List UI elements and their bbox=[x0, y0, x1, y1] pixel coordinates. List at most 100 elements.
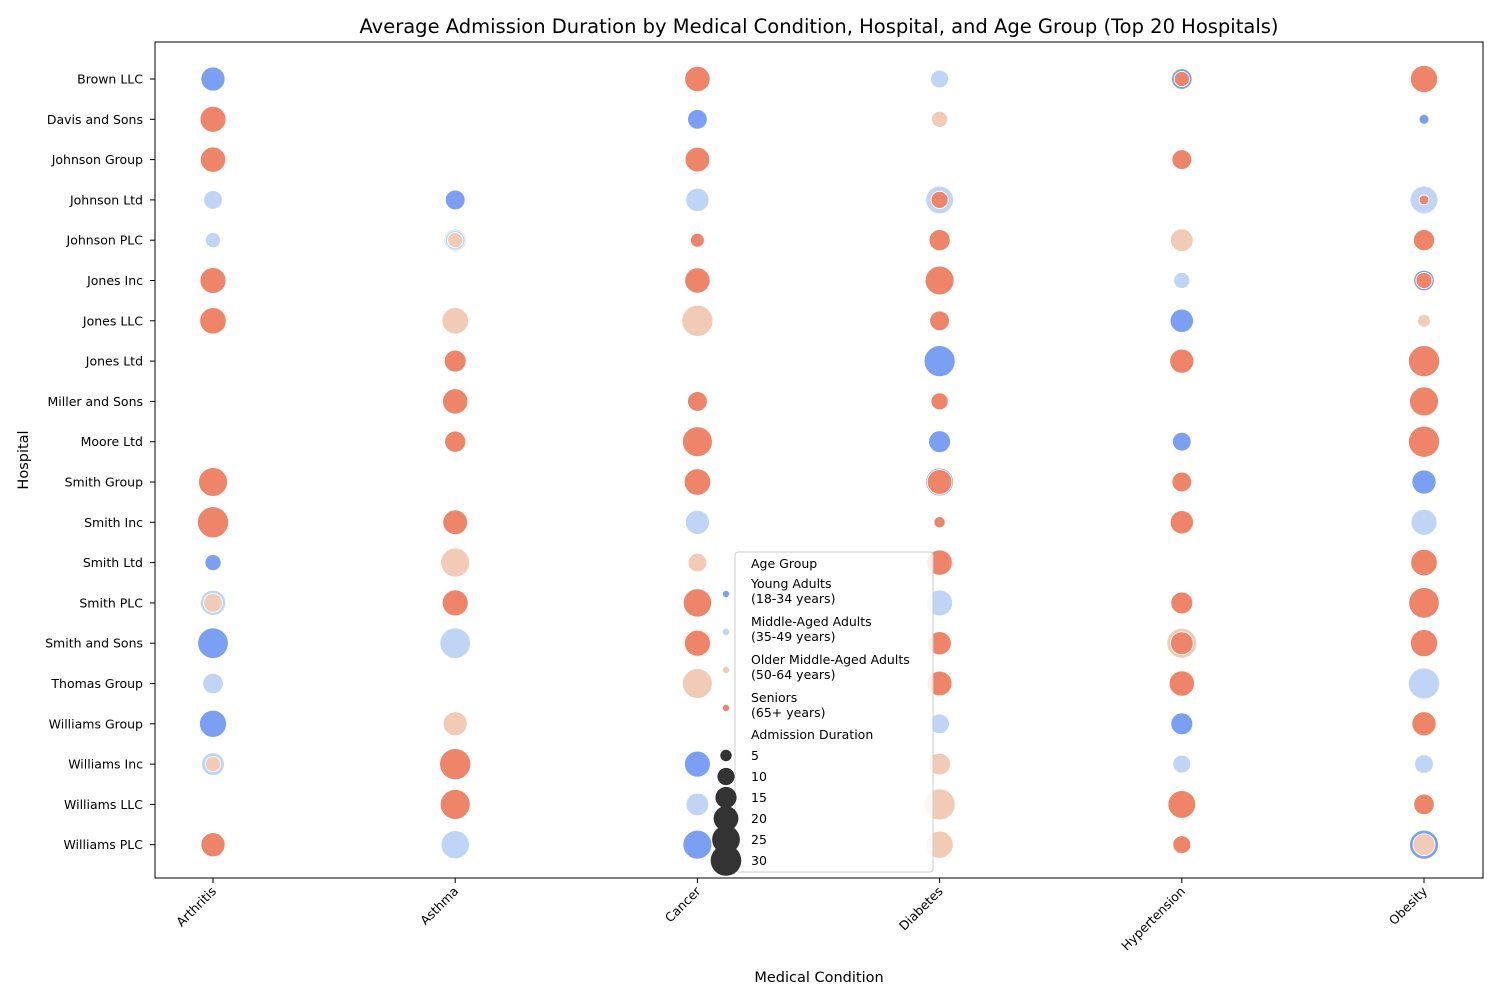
data-point bbox=[1169, 348, 1195, 374]
data-point bbox=[439, 627, 471, 659]
legend-item-label: (65+ years) bbox=[751, 705, 826, 720]
legend-item-label: Older Middle-Aged Adults bbox=[751, 652, 910, 667]
legend-size-label: 30 bbox=[751, 853, 767, 868]
data-point bbox=[685, 187, 710, 213]
data-point bbox=[1418, 113, 1430, 125]
data-point bbox=[689, 232, 705, 248]
data-point bbox=[928, 430, 952, 454]
y-tick-label: Williams LLC bbox=[64, 797, 143, 812]
data-point bbox=[200, 66, 226, 92]
data-point bbox=[1408, 587, 1440, 619]
legend-marker bbox=[722, 628, 730, 636]
x-tick-label: Obesity bbox=[1386, 883, 1431, 928]
legend-size-label: 10 bbox=[751, 769, 767, 784]
y-tick-label: Thomas Group bbox=[50, 676, 143, 691]
legend-item-label: (35-49 years) bbox=[751, 629, 835, 644]
data-point bbox=[930, 69, 950, 89]
legend-marker bbox=[722, 704, 730, 712]
y-tick-label: Davis and Sons bbox=[47, 112, 143, 127]
data-point bbox=[1172, 754, 1192, 774]
legend-size-label: 5 bbox=[751, 748, 759, 763]
data-point bbox=[1412, 833, 1436, 857]
data-point bbox=[439, 788, 471, 820]
legend-marker bbox=[722, 590, 730, 598]
data-point bbox=[1415, 271, 1433, 290]
data-point bbox=[1409, 629, 1439, 658]
data-point bbox=[1169, 631, 1194, 656]
data-point bbox=[924, 265, 955, 296]
data-point bbox=[199, 267, 227, 294]
legend-item-label: (50-64 years) bbox=[751, 667, 835, 682]
data-point bbox=[440, 547, 471, 578]
data-point bbox=[203, 190, 223, 210]
data-point bbox=[684, 267, 711, 294]
y-tick-label: Williams Inc bbox=[68, 757, 143, 772]
legend-item-label: Middle-Aged Adults bbox=[751, 614, 872, 629]
data-point bbox=[1413, 793, 1435, 816]
y-tick-label: Williams PLC bbox=[63, 837, 143, 852]
data-point bbox=[1412, 229, 1436, 252]
data-point bbox=[447, 232, 464, 249]
data-point bbox=[1173, 70, 1190, 88]
data-point bbox=[204, 756, 222, 773]
x-tick-label: Cancer bbox=[662, 883, 704, 925]
data-point bbox=[682, 829, 713, 860]
data-point bbox=[1411, 469, 1437, 495]
data-point bbox=[1407, 667, 1441, 700]
data-point bbox=[196, 506, 230, 539]
data-point bbox=[441, 589, 469, 617]
data-point bbox=[202, 672, 224, 695]
y-axis-ticks: Brown LLC Davis and Sons Johnson Group John… bbox=[45, 72, 155, 852]
legend-size-title: Admission Duration bbox=[751, 727, 873, 742]
data-point bbox=[1169, 510, 1194, 535]
x-tick-label: Diabetes bbox=[896, 884, 946, 934]
legend-item-label: (18-34 years) bbox=[751, 591, 835, 606]
data-point bbox=[199, 307, 227, 335]
data-point bbox=[1171, 431, 1192, 452]
data-point bbox=[687, 108, 708, 130]
data-point bbox=[200, 832, 226, 858]
data-point bbox=[442, 711, 468, 737]
data-point bbox=[1169, 228, 1194, 253]
data-point bbox=[683, 629, 711, 657]
y-tick-label: Smith and Sons bbox=[45, 636, 143, 651]
data-point bbox=[198, 709, 228, 738]
y-tick-label: Williams Group bbox=[49, 716, 143, 731]
y-tick-label: Brown LLC bbox=[77, 72, 143, 87]
y-tick-label: Moore Ltd bbox=[81, 434, 143, 449]
data-point bbox=[1171, 149, 1193, 170]
data-point bbox=[683, 468, 712, 496]
x-axis-ticks: Arthritis Asthma Cancer Diabetes Hypertensio… bbox=[173, 878, 1431, 954]
data-point bbox=[685, 792, 710, 817]
legend-size-marker bbox=[717, 767, 735, 786]
chart-title: Average Admission Duration by Medical Co… bbox=[359, 15, 1278, 38]
y-tick-label: Miller and Sons bbox=[47, 394, 143, 409]
data-point bbox=[199, 105, 227, 133]
data-point bbox=[1407, 425, 1441, 458]
data-point bbox=[930, 392, 949, 411]
data-point bbox=[1170, 591, 1194, 615]
legend-size-label: 20 bbox=[751, 811, 767, 826]
data-point bbox=[444, 189, 466, 211]
y-tick-label: Johnson Group bbox=[51, 152, 143, 167]
data-point bbox=[684, 146, 711, 173]
data-point bbox=[683, 750, 711, 778]
legend-size-label: 15 bbox=[751, 790, 767, 805]
data-point bbox=[1173, 271, 1191, 290]
data-point bbox=[931, 110, 949, 128]
x-tick-label: Hypertension bbox=[1118, 884, 1188, 954]
data-point bbox=[684, 509, 710, 535]
data-point bbox=[199, 146, 227, 173]
data-point bbox=[439, 748, 472, 781]
data-point bbox=[928, 229, 951, 252]
data-point bbox=[682, 588, 713, 618]
legend-item-label: Young Adults bbox=[750, 576, 831, 591]
data-point bbox=[204, 232, 222, 249]
x-tick-label: Arthritis bbox=[173, 884, 219, 930]
legend-size-marker bbox=[713, 806, 739, 831]
data-point bbox=[687, 391, 708, 412]
data-point bbox=[1168, 670, 1195, 697]
y-tick-label: Jones Ltd bbox=[85, 354, 143, 369]
data-point bbox=[1407, 345, 1441, 378]
